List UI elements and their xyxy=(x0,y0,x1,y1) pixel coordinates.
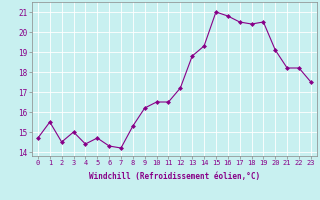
X-axis label: Windchill (Refroidissement éolien,°C): Windchill (Refroidissement éolien,°C) xyxy=(89,172,260,181)
